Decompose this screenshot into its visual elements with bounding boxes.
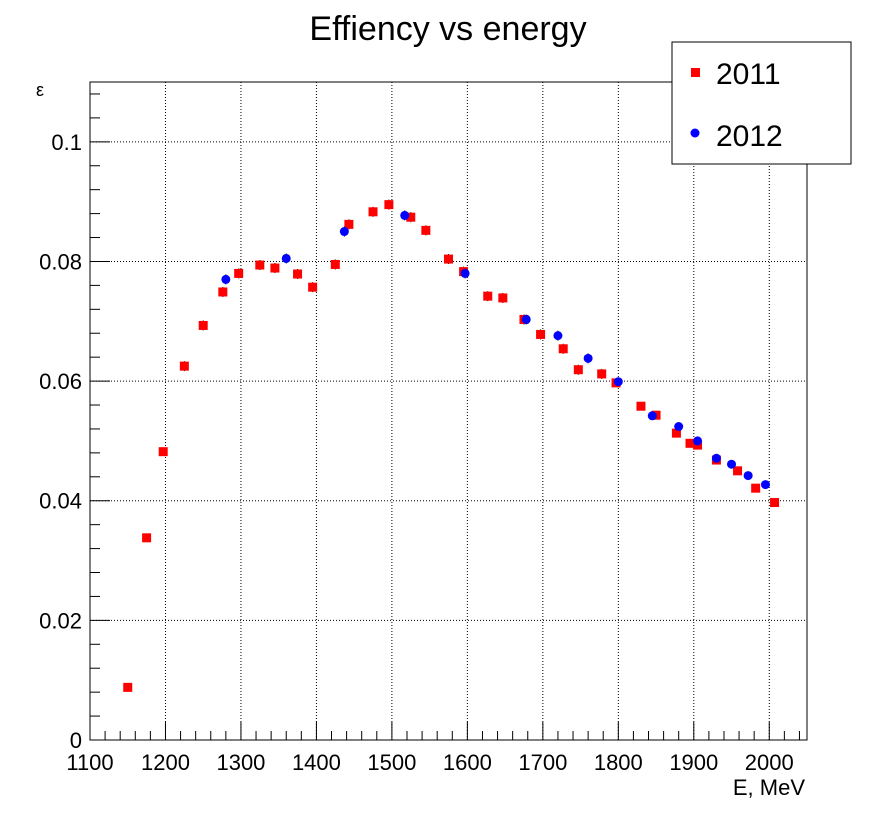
data-point-2011 bbox=[685, 438, 695, 448]
data-point-2011 bbox=[218, 287, 228, 297]
data-point-2011 bbox=[142, 533, 152, 543]
x-tick-label: 1200 bbox=[141, 750, 190, 775]
data-point-2011 bbox=[498, 293, 508, 303]
x-tick-label: 1100 bbox=[66, 750, 113, 775]
data-point-2011 bbox=[558, 344, 568, 354]
data-point-2011 bbox=[483, 291, 493, 301]
data-point-2012 bbox=[743, 471, 753, 481]
x-tick-label: 1700 bbox=[518, 750, 567, 775]
x-tick-labels: 1100 1200 1300 1400 1500 1600 1700 1800 1900 2000 bbox=[66, 750, 793, 775]
data-point-2012 bbox=[711, 453, 721, 463]
y-axis-label: ε bbox=[36, 80, 44, 100]
data-point-2012 bbox=[281, 253, 291, 263]
legend-marker-2012 bbox=[690, 128, 700, 138]
x-axis-label: E, MeV bbox=[733, 775, 805, 800]
data-point-2011 bbox=[733, 466, 743, 476]
data-point-2011 bbox=[573, 365, 583, 375]
data-point-2012 bbox=[727, 459, 737, 469]
data-point-2011 bbox=[158, 447, 168, 457]
data-point-2011 bbox=[384, 200, 394, 210]
data-point-2011 bbox=[536, 329, 546, 339]
chart-title: Effiency vs energy bbox=[309, 10, 586, 48]
data-point-2011 bbox=[770, 498, 780, 508]
x-tick-label: 2000 bbox=[745, 750, 794, 775]
data-point-2012 bbox=[521, 314, 531, 324]
x-tick-label: 1300 bbox=[216, 750, 265, 775]
data-point-2011 bbox=[751, 483, 761, 493]
y-tick-labels: 0 0.02 0.04 0.06 0.08 0.1 bbox=[39, 130, 82, 753]
data-point-2011 bbox=[234, 268, 244, 278]
y-tick-label: 0.08 bbox=[39, 249, 82, 274]
data-point-2012 bbox=[460, 268, 470, 278]
data-point-2011 bbox=[597, 369, 607, 379]
legend-label-2012: 2012 bbox=[716, 120, 783, 153]
data-point-2012 bbox=[221, 274, 231, 284]
data-point-2011 bbox=[671, 428, 681, 438]
y-tick-label: 0.04 bbox=[39, 489, 82, 514]
axis-ticks bbox=[89, 93, 800, 741]
y-tick-label: 0.06 bbox=[39, 369, 82, 394]
data-point-2012 bbox=[674, 422, 684, 432]
data-point-2011 bbox=[270, 263, 280, 273]
data-point-2011 bbox=[123, 682, 133, 692]
plot-frame bbox=[89, 81, 808, 741]
x-tick-label: 1800 bbox=[594, 750, 643, 775]
data-point-2011 bbox=[330, 259, 340, 269]
data-point-2012 bbox=[583, 353, 593, 363]
data-point-2011 bbox=[421, 225, 431, 235]
data-point-2011 bbox=[293, 269, 303, 279]
y-tick-label: 0 bbox=[70, 728, 82, 753]
data-point-2011 bbox=[406, 212, 416, 222]
data-point-2011 bbox=[255, 260, 265, 270]
data-points bbox=[123, 199, 780, 692]
data-point-2011 bbox=[198, 320, 208, 330]
data-point-2012 bbox=[553, 331, 563, 341]
data-point-2012 bbox=[613, 377, 623, 387]
data-point-2011 bbox=[444, 254, 453, 264]
legend-marker-2011 bbox=[691, 68, 700, 77]
data-point-2011 bbox=[368, 207, 378, 217]
x-tick-label: 1900 bbox=[669, 750, 718, 775]
data-point-2011 bbox=[308, 282, 318, 292]
x-tick-label: 1600 bbox=[443, 750, 492, 775]
x-tick-label: 1500 bbox=[367, 750, 416, 775]
data-point-2012 bbox=[647, 411, 657, 421]
data-point-2012 bbox=[400, 210, 410, 220]
data-point-2011 bbox=[179, 361, 189, 371]
data-point-2012 bbox=[339, 227, 349, 237]
data-point-2012 bbox=[760, 480, 770, 490]
legend-label-2011: 2011 bbox=[716, 58, 781, 91]
y-tick-label: 0.02 bbox=[39, 608, 82, 633]
data-point-2011 bbox=[344, 219, 354, 229]
data-point-2012 bbox=[693, 436, 703, 446]
y-tick-label: 0.1 bbox=[51, 130, 82, 155]
legend: 2011 2012 bbox=[671, 41, 852, 165]
legend-box bbox=[671, 41, 852, 165]
data-point-2011 bbox=[636, 401, 646, 411]
x-tick-label: 1400 bbox=[292, 750, 341, 775]
